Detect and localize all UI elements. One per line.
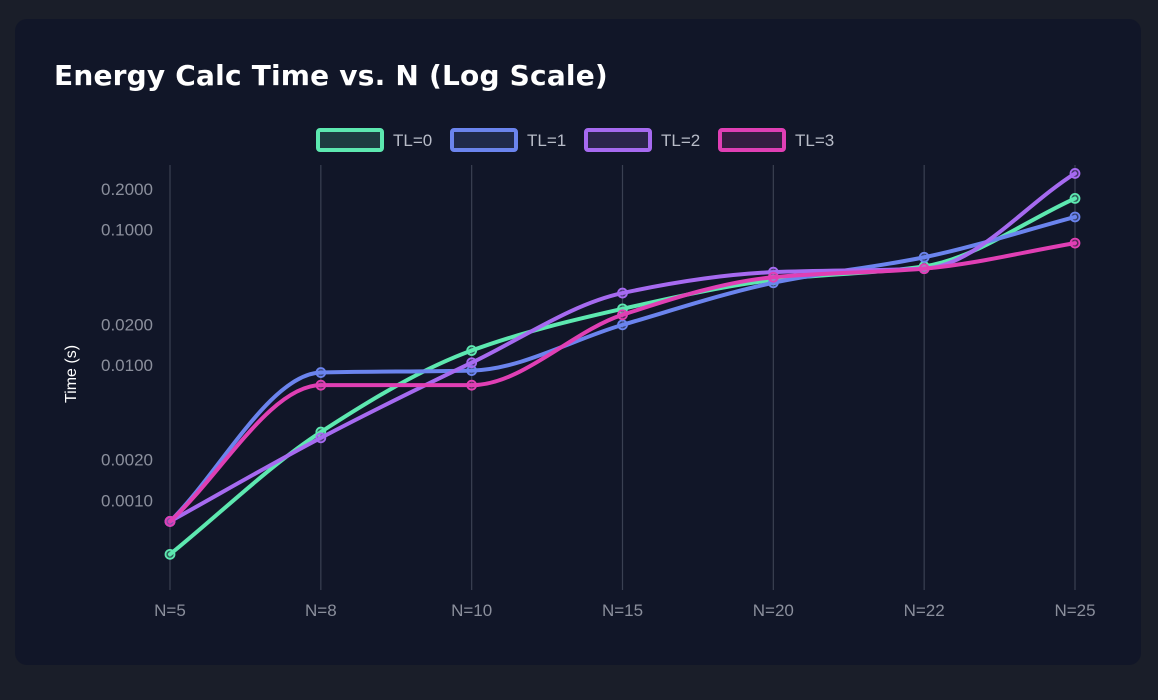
data-point (617, 319, 628, 331)
y-tick-label: 0.0100 (101, 356, 153, 375)
chart-title: Energy Calc Time vs. N (Log Scale) (54, 59, 608, 92)
grid-lines (169, 165, 1076, 590)
x-tick-label: N=5 (154, 601, 186, 620)
legend-swatch (450, 128, 518, 152)
y-tick-label: 0.0010 (101, 491, 153, 510)
legend-label: TL=0 (393, 131, 432, 150)
legend-item[interactable]: TL=0 (316, 128, 432, 152)
data-point (1069, 168, 1081, 179)
legend-label: TL=3 (795, 131, 834, 150)
data-point (164, 548, 176, 560)
legend: TL=0 TL=1 TL=2 TL=3 (316, 128, 834, 152)
data-point (466, 345, 478, 356)
x-tick-label: N=8 (305, 601, 337, 620)
x-tick-label: N=15 (602, 601, 643, 620)
legend-item[interactable]: TL=1 (450, 128, 566, 152)
x-tick-label: N=20 (753, 601, 794, 620)
data-point (466, 379, 478, 391)
data-point (767, 271, 779, 283)
data-point (617, 309, 628, 321)
data-point (1069, 237, 1081, 249)
legend-swatch (316, 128, 384, 152)
legend-item[interactable]: TL=2 (584, 128, 700, 152)
y-tick-label: 0.0200 (101, 315, 153, 334)
y-axis-ticks: 0.2000 0.1000 0.0200 0.0100 0.0020 0.0010 (101, 180, 153, 511)
legend-swatch (584, 128, 652, 152)
legend-item[interactable]: TL=3 (718, 128, 834, 152)
data-point (918, 263, 930, 275)
y-tick-label: 0.0020 (101, 451, 153, 470)
data-point (315, 379, 327, 391)
data-point (466, 365, 478, 376)
data-point (315, 367, 327, 378)
x-tick-label: N=10 (451, 601, 492, 620)
data-point (315, 432, 327, 444)
data-point (918, 251, 930, 263)
series-line (168, 214, 1077, 524)
series-line (168, 196, 1077, 557)
y-tick-label: 0.1000 (101, 221, 153, 240)
x-tick-label: N=22 (904, 601, 945, 620)
data-point (164, 516, 176, 527)
y-tick-label: 0.2000 (101, 180, 153, 199)
legend-label: TL=2 (661, 131, 700, 150)
data-point (1069, 193, 1081, 204)
series-tl-3 (164, 237, 1081, 527)
legend-label: TL=1 (527, 131, 566, 150)
data-point (617, 287, 628, 299)
y-axis-label: Time (s) (63, 345, 80, 403)
data-point (1069, 211, 1081, 223)
x-tick-label: N=25 (1054, 601, 1095, 620)
data-point (466, 357, 478, 369)
series-lines (164, 168, 1081, 560)
legend-swatch (718, 128, 786, 152)
x-axis-ticks: N=5 N=8 N=10 N=15 N=20 N=22 N=25 (154, 601, 1095, 620)
